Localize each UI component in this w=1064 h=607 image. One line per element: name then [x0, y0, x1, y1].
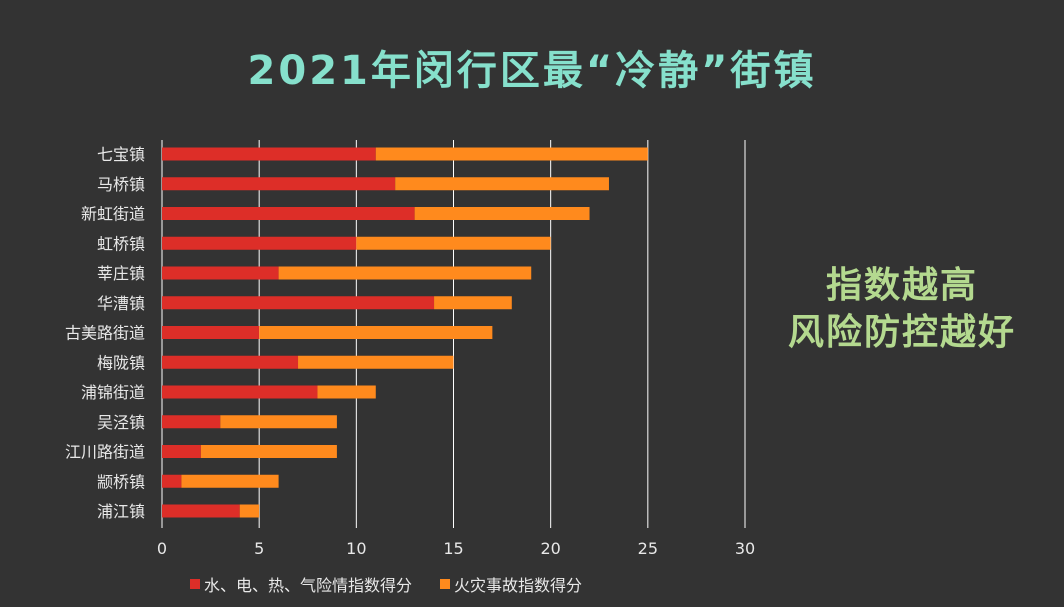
category-label: 虹桥镇	[97, 234, 145, 253]
category-label: 华漕镇	[97, 294, 145, 313]
bar-fire-10	[200, 445, 337, 458]
bar-hazard-11	[162, 474, 182, 488]
bar-hazard-0	[162, 147, 376, 161]
legend-swatch-fire	[440, 579, 451, 589]
bar-hazard-7	[162, 355, 299, 369]
annotation-line-2: 风险防控越好	[787, 312, 1016, 353]
annotation-callout: 指数越高 风险防控越好	[752, 262, 1052, 356]
bar-fire-9	[220, 415, 337, 429]
category-labels: 七宝镇马桥镇新虹街道虹桥镇莘庄镇华漕镇古美路街道梅陇镇浦锦街道吴泾镇江川路街道颛…	[65, 145, 145, 521]
x-tick-label: 0	[157, 539, 167, 558]
bar-fire-3	[356, 236, 551, 250]
chart-title: 2021年闵行区最“冷静”街镇	[247, 48, 817, 94]
bar-hazard-12	[162, 504, 240, 518]
x-tick-label: 25	[638, 539, 658, 558]
category-label: 古美路街道	[65, 324, 145, 343]
annotation-line-1: 指数越高	[825, 265, 978, 306]
category-label: 吴泾镇	[97, 413, 145, 432]
category-label: 浦江镇	[97, 502, 145, 521]
bar-fire-4	[278, 266, 532, 280]
legend-swatch-hazard	[190, 579, 200, 589]
category-label: 莘庄镇	[97, 264, 145, 283]
legend-label-hazard: 水、电、热、气险情指数得分	[204, 576, 413, 595]
bar-hazard-10	[162, 445, 201, 458]
category-label: 浦锦街道	[81, 383, 145, 402]
x-tick-label: 15	[443, 539, 463, 558]
bar-fire-6	[259, 326, 493, 339]
bar-hazard-4	[162, 266, 279, 280]
bar-hazard-8	[162, 385, 318, 399]
category-label: 颛桥镇	[97, 472, 145, 491]
x-tick-labels: 0 5 10 15 20 25 30	[157, 539, 755, 558]
x-tick-label: 20	[540, 539, 560, 558]
x-tick-label: 10	[346, 539, 366, 558]
legend-item-hazard: 水、电、热、气险情指数得分	[190, 572, 412, 596]
x-tick-label: 5	[254, 539, 264, 558]
bar-fire-7	[298, 355, 454, 369]
category-label: 江川路街道	[65, 443, 145, 462]
bar-fire-11	[181, 474, 279, 488]
category-label: 马桥镇	[97, 175, 145, 194]
bar-hazard-9	[162, 415, 221, 429]
bar-hazard-5	[162, 296, 435, 310]
bar-fire-2	[414, 207, 590, 220]
category-label: 梅陇镇	[97, 353, 145, 372]
x-tick-label: 30	[735, 539, 755, 558]
bar-fire-0	[375, 147, 648, 161]
bar-fire-12	[239, 504, 260, 518]
bar-hazard-1	[162, 177, 396, 191]
bar-fire-5	[434, 296, 512, 310]
bar-hazard-2	[162, 207, 415, 220]
bar-fire-1	[395, 177, 609, 191]
bar-hazard-6	[162, 326, 260, 339]
category-label: 新虹街道	[81, 205, 145, 224]
bar-fire-8	[317, 385, 376, 399]
legend-label-fire: 火灾事故指数得分	[454, 576, 583, 595]
legend: 水、电、热、气险情指数得分 火灾事故指数得分	[190, 572, 582, 596]
bar-hazard-3	[162, 236, 357, 250]
legend-item-fire: 火灾事故指数得分	[440, 572, 582, 596]
category-label: 七宝镇	[97, 145, 145, 164]
bars	[162, 147, 648, 518]
